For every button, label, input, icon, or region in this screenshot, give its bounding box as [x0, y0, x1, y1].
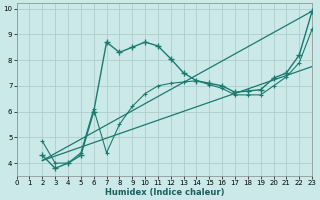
X-axis label: Humidex (Indice chaleur): Humidex (Indice chaleur)	[105, 188, 224, 197]
